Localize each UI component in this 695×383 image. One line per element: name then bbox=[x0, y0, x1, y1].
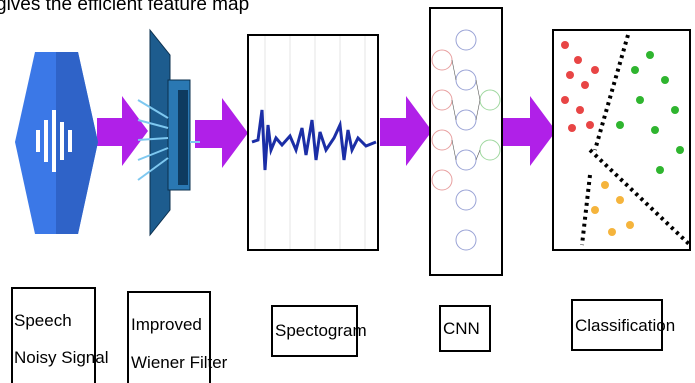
label-box bbox=[12, 288, 95, 383]
classification-image bbox=[553, 30, 690, 250]
stage-label: Improved bbox=[131, 315, 202, 334]
stage-label: Classification bbox=[575, 316, 675, 335]
stage-label: Speech bbox=[14, 311, 72, 330]
spectrogram-image bbox=[248, 35, 378, 250]
stage-label: Wiener Filter bbox=[131, 353, 228, 372]
page: gives the efficient feature map bbox=[0, 0, 695, 383]
cnn-image bbox=[430, 8, 502, 275]
stage-label: Noisy Signal bbox=[14, 348, 109, 367]
speech-icon bbox=[15, 52, 98, 234]
stage-label: Spectogram bbox=[275, 321, 367, 340]
diagram: gives the efficient feature map bbox=[0, 0, 695, 383]
filter-icon bbox=[138, 30, 200, 235]
arrow bbox=[195, 98, 248, 168]
stage-label: CNN bbox=[443, 319, 480, 338]
arrow bbox=[97, 96, 148, 166]
header-text: gives the efficient feature map bbox=[0, 0, 249, 15]
arrow bbox=[380, 96, 432, 166]
arrow bbox=[503, 96, 556, 166]
